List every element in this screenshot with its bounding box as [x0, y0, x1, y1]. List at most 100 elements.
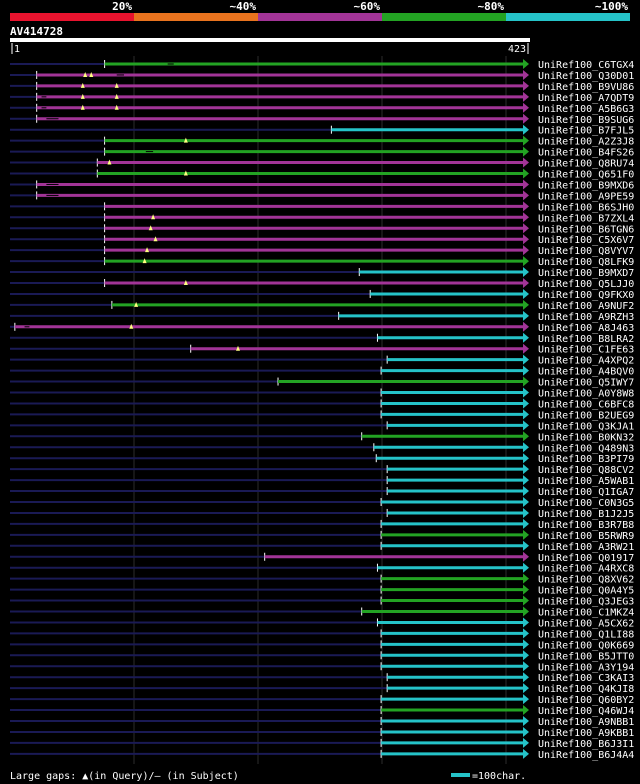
hit-label[interactable]: UniRef100_B0KN32 [538, 432, 634, 443]
alignment-row[interactable]: UniRef100_Q1IGA7 [10, 486, 634, 498]
alignment-row[interactable]: UniRef100_Q8XV62 [10, 573, 634, 586]
hit-label[interactable]: UniRef100_B9VU86 [538, 82, 634, 93]
alignment-row[interactable]: UniRef100_C6TGX4 [10, 59, 634, 71]
hit-label[interactable]: UniRef100_C6TGX4 [538, 60, 634, 71]
alignment-row[interactable]: UniRef100_A7QDT9 [10, 91, 634, 104]
alignment-row[interactable]: UniRef100_Q0K669 [10, 639, 634, 651]
alignment-row[interactable]: UniRef100_B5RWR9 [10, 529, 634, 542]
alignment-row[interactable]: UniRef100_B6J3I1 [10, 737, 634, 750]
hit-label[interactable]: UniRef100_B3PI79 [538, 454, 634, 465]
hit-label[interactable]: UniRef100_A8J463 [538, 323, 634, 334]
hit-label[interactable]: UniRef100_Q489N3 [538, 443, 634, 454]
alignment-row[interactable]: UniRef100_Q1LI88 [10, 628, 634, 640]
hit-label[interactable]: UniRef100_B6TGN6 [538, 224, 634, 235]
hit-label[interactable]: UniRef100_Q3KJA1 [538, 421, 634, 432]
alignment-row[interactable]: UniRef100_Q8RU74 [10, 157, 634, 170]
alignment-row[interactable]: UniRef100_Q3KJA1 [10, 420, 634, 432]
hit-label[interactable]: UniRef100_Q0A4Y5 [538, 586, 634, 597]
alignment-row[interactable]: UniRef100_B9VU86 [10, 80, 634, 93]
alignment-row[interactable]: UniRef100_C5X6V7 [10, 234, 634, 246]
hit-label[interactable]: UniRef100_B6J4A4 [538, 750, 634, 761]
hit-label[interactable]: UniRef100_B9MXD6 [538, 180, 634, 191]
alignment-row[interactable]: UniRef100_Q9FKX0 [10, 288, 634, 301]
alignment-row[interactable]: UniRef100_A9RZH3 [10, 310, 634, 323]
hit-label[interactable]: UniRef100_Q8VYV7 [538, 246, 634, 257]
alignment-row[interactable]: UniRef100_B5JTT0 [10, 650, 634, 662]
hit-label[interactable]: UniRef100_A4XPQ2 [538, 356, 634, 367]
hit-label[interactable]: UniRef100_A4RXC8 [538, 564, 634, 575]
hit-label[interactable]: UniRef100_A9KBB1 [538, 728, 634, 739]
alignment-row[interactable]: UniRef100_Q5LJJ0 [10, 278, 634, 290]
alignment-row[interactable]: UniRef100_B0KN32 [10, 431, 634, 443]
hit-label[interactable]: UniRef100_B5RWR9 [538, 531, 634, 542]
hit-label[interactable]: UniRef100_Q9FKX0 [538, 290, 634, 301]
hit-label[interactable]: UniRef100_Q4KJI8 [538, 684, 634, 695]
alignment-row[interactable]: UniRef100_A3Y194 [10, 661, 634, 673]
hit-label[interactable]: UniRef100_Q3JEG3 [538, 597, 634, 608]
alignment-row[interactable]: UniRef100_Q4KJI8 [10, 683, 634, 695]
alignment-row[interactable]: UniRef100_B9SUG6 [10, 113, 634, 126]
hit-label[interactable]: UniRef100_A3Y194 [538, 662, 634, 673]
alignment-row[interactable]: UniRef100_C1FE63 [10, 343, 634, 356]
alignment-row[interactable]: UniRef100_C1MKZ4 [10, 606, 634, 619]
hit-label[interactable]: UniRef100_Q651F0 [538, 170, 634, 181]
alignment-row[interactable]: UniRef100_A5B6G3 [10, 102, 634, 115]
hit-label[interactable]: UniRef100_B4FS26 [538, 148, 634, 159]
hit-label[interactable]: UniRef100_B6J3I1 [538, 739, 634, 750]
hit-label[interactable]: UniRef100_A9NBB1 [538, 717, 634, 728]
hit-label[interactable]: UniRef100_A2Z3J8 [538, 137, 634, 148]
hit-label[interactable]: UniRef100_B8LRA2 [538, 334, 634, 345]
alignment-row[interactable]: UniRef100_A8J463 [10, 321, 634, 334]
alignment-row[interactable]: UniRef100_A5CX62 [10, 617, 634, 629]
alignment-row[interactable]: UniRef100_Q5IWY7 [10, 376, 634, 389]
hit-label[interactable]: UniRef100_C5X6V7 [538, 235, 634, 246]
hit-label[interactable]: UniRef100_A3RW21 [538, 542, 634, 553]
alignment-row[interactable]: UniRef100_A9PE59 [10, 190, 634, 202]
hit-label[interactable]: UniRef100_Q01917 [538, 553, 634, 564]
hit-label[interactable]: UniRef100_B7ZXL4 [538, 213, 634, 224]
alignment-row[interactable]: UniRef100_A3RW21 [10, 540, 634, 553]
alignment-row[interactable]: UniRef100_B9MXD7 [10, 267, 634, 279]
alignment-row[interactable]: UniRef100_B3PI79 [10, 453, 634, 465]
alignment-row[interactable]: UniRef100_B7FJL5 [10, 124, 634, 137]
alignment-row[interactable]: UniRef100_C6BFC8 [10, 398, 634, 410]
alignment-row[interactable]: UniRef100_Q60BY2 [10, 694, 634, 706]
alignment-row[interactable]: UniRef100_A4BQV0 [10, 365, 634, 378]
alignment-row[interactable]: UniRef100_B8LRA2 [10, 332, 634, 345]
alignment-row[interactable]: UniRef100_A9NBB1 [10, 716, 634, 728]
alignment-row[interactable]: UniRef100_B2UEG9 [10, 409, 634, 421]
alignment-row[interactable]: UniRef100_B6TGN6 [10, 223, 634, 235]
alignment-row[interactable]: UniRef100_A9KBB1 [10, 726, 634, 739]
alignment-row[interactable]: UniRef100_B4FS26 [10, 146, 634, 159]
hit-label[interactable]: UniRef100_C1MKZ4 [538, 608, 634, 619]
hit-label[interactable]: UniRef100_Q1LI88 [538, 629, 634, 640]
alignment-row[interactable]: UniRef100_Q01917 [10, 551, 634, 564]
hit-label[interactable]: UniRef100_A0Y8W8 [538, 389, 634, 400]
alignment-row[interactable]: UniRef100_B6SJH0 [10, 201, 634, 213]
hit-label[interactable]: UniRef100_B7FJL5 [538, 126, 634, 137]
hit-label[interactable]: UniRef100_A5CX62 [538, 618, 634, 629]
alignment-row[interactable]: UniRef100_A2Z3J8 [10, 135, 634, 148]
hit-label[interactable]: UniRef100_Q0K669 [538, 640, 634, 651]
hit-label[interactable]: UniRef100_B3R7B8 [538, 520, 634, 531]
hit-label[interactable]: UniRef100_Q8RU74 [538, 159, 634, 170]
alignment-row[interactable]: UniRef100_Q46WJ4 [10, 705, 634, 717]
alignment-row[interactable]: UniRef100_Q30D01 [10, 69, 634, 82]
hit-label[interactable]: UniRef100_A9NUF2 [538, 301, 634, 312]
hit-label[interactable]: UniRef100_C0N3G5 [538, 498, 634, 509]
hit-label[interactable]: UniRef100_B9SUG6 [538, 115, 634, 126]
hit-label[interactable]: UniRef100_Q30D01 [538, 71, 634, 82]
alignment-row[interactable]: UniRef100_Q8LFK9 [10, 256, 634, 268]
hit-label[interactable]: UniRef100_A5B6G3 [538, 104, 634, 115]
hit-label[interactable]: UniRef100_Q5IWY7 [538, 378, 634, 389]
hit-label[interactable]: UniRef100_Q1IGA7 [538, 487, 634, 498]
hit-label[interactable]: UniRef100_Q60BY2 [538, 695, 634, 706]
hit-label[interactable]: UniRef100_Q88CV2 [538, 465, 634, 476]
alignment-row[interactable]: UniRef100_Q8VYV7 [10, 245, 634, 257]
hit-label[interactable]: UniRef100_Q5LJJ0 [538, 279, 634, 290]
alignment-row[interactable]: UniRef100_Q3JEG3 [10, 595, 634, 608]
hit-label[interactable]: UniRef100_C3KAI3 [538, 673, 634, 684]
alignment-row[interactable]: UniRef100_A0Y8W8 [10, 387, 634, 400]
alignment-row[interactable]: UniRef100_B9MXD6 [10, 179, 634, 191]
hit-label[interactable]: UniRef100_A4BQV0 [538, 367, 634, 378]
